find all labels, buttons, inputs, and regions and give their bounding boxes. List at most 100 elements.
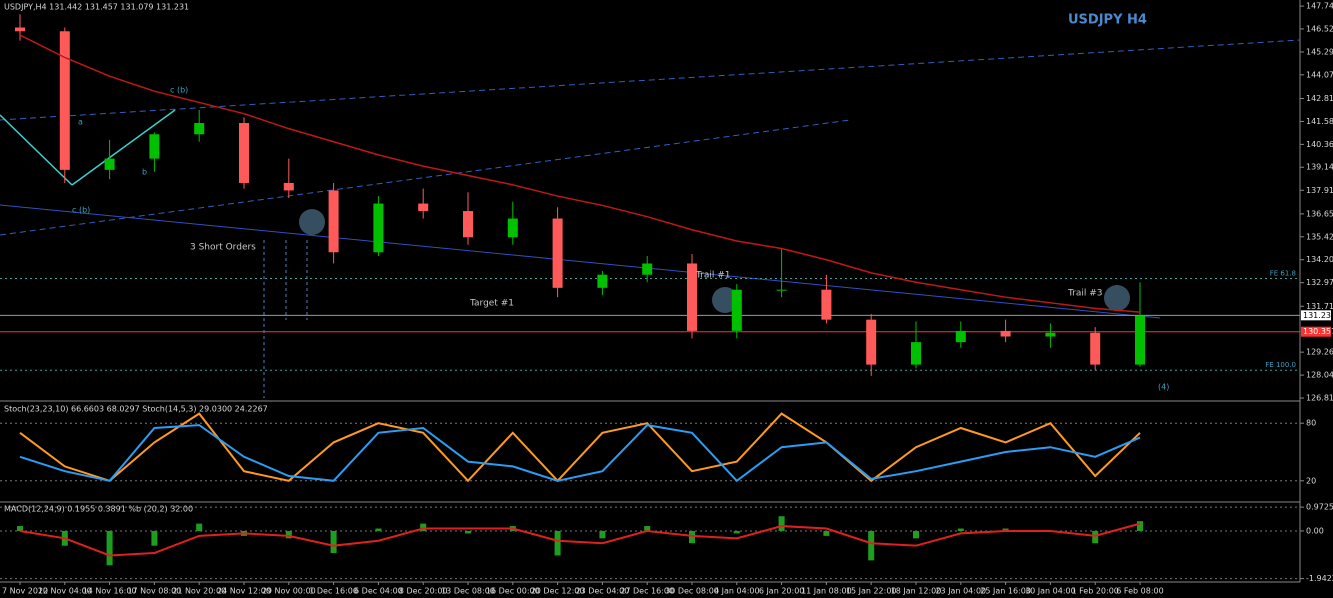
candle-body <box>731 289 742 331</box>
candle-body <box>955 330 966 343</box>
x-tick-label: 24 Nov 12:00 <box>217 587 271 596</box>
wave-line <box>71 109 176 186</box>
y-tick-label: -1.9422 <box>1306 574 1333 583</box>
series-line <box>19 412 1141 483</box>
series-line <box>19 34 1141 313</box>
histogram-bar <box>644 526 651 531</box>
price-label-box <box>1301 310 1331 321</box>
x-tick-label: 21 Nov 20:00 <box>172 587 226 596</box>
order-marker <box>712 287 738 313</box>
candle-body <box>194 123 205 135</box>
histogram-bar <box>868 530 875 561</box>
histogram-bar <box>1137 521 1143 531</box>
x-tick-label: 14 Nov 16:00 <box>83 587 137 596</box>
wave-line <box>0 114 73 186</box>
fe-label: FE 61.8 <box>1270 269 1296 277</box>
y-tick-label: 126.815 <box>1306 394 1333 403</box>
x-tick-label: 1 Feb 20:00 <box>1071 587 1118 596</box>
annotation: 3 Short Orders <box>190 243 256 253</box>
histogram-bar <box>151 530 158 546</box>
y-tick-label: 134.200 <box>1306 255 1333 264</box>
y-tick-label: 128.040 <box>1306 371 1333 380</box>
x-tick-label: 11 Jan 08:00 <box>801 587 852 596</box>
y-tick-label: 20 <box>1306 476 1316 485</box>
y-tick-label: 136.650 <box>1306 209 1333 218</box>
candle-body <box>463 211 473 238</box>
histogram-bar <box>375 528 382 531</box>
y-tick-label: 135.425 <box>1306 232 1333 241</box>
series-line <box>19 424 1141 483</box>
candle-body <box>1045 332 1056 337</box>
x-tick-label: 4 Jan 04:00 <box>714 587 760 596</box>
histogram-bar <box>913 530 919 539</box>
histogram-bar <box>106 530 113 566</box>
candle-body <box>104 158 115 170</box>
x-tick-label: 8 Dec 20:00 <box>399 587 448 596</box>
candle-body <box>418 203 429 212</box>
candle-body <box>597 274 608 288</box>
x-tick-label: 15 Jan 22:00 <box>846 587 897 596</box>
y-tick-label: 139.140 <box>1306 163 1333 172</box>
y-tick-label: 142.810 <box>1306 94 1333 103</box>
trend-line <box>0 39 1301 121</box>
fe-label: FE 100.0 <box>1265 361 1296 369</box>
panel-title: MACD(12,24,9) 0.1955 0.3891 %b (20,2) 32… <box>4 505 193 514</box>
x-tick-label: 30 Dec 08:00 <box>665 587 719 596</box>
histogram-bar <box>554 530 561 556</box>
candle-body <box>239 123 249 183</box>
candle-body <box>552 218 563 288</box>
y-tick-label: 140.360 <box>1306 140 1333 149</box>
x-tick-label: 17 Nov 08:00 <box>127 587 181 596</box>
histogram-bar <box>465 530 471 534</box>
y-tick-label: 129.265 <box>1306 348 1333 357</box>
trend-line <box>0 119 851 236</box>
candle-body <box>283 182 294 191</box>
x-tick-label: 6 Jan 20:00 <box>759 587 805 596</box>
candle-body <box>1090 332 1101 365</box>
candle-body <box>687 263 697 331</box>
x-tick-label: 23 Dec 04:00 <box>575 587 629 596</box>
y-tick-label: 147.745 <box>1306 2 1333 11</box>
histogram-bar <box>599 530 606 539</box>
x-tick-label: 13 Dec 08:00 <box>441 587 495 596</box>
histogram-bar <box>285 530 292 539</box>
histogram-bar <box>733 530 740 534</box>
x-tick-label: 1 Dec 16:00 <box>309 587 358 596</box>
x-tick-label: 6 Feb 08:00 <box>1116 587 1163 596</box>
histogram-bar <box>1092 530 1099 544</box>
y-tick-label: 80 <box>1306 419 1316 428</box>
price-label: 130.357 <box>1303 327 1333 336</box>
candle-body <box>1000 330 1011 337</box>
histogram-bar <box>330 530 337 554</box>
annotation: a <box>78 118 83 127</box>
candle-body <box>776 289 787 291</box>
y-tick-label: 146.525 <box>1306 24 1333 33</box>
histogram-bar <box>1002 528 1009 531</box>
x-tick-label: 10 Nov 04:00 <box>38 587 92 596</box>
candle-body <box>821 289 832 320</box>
y-tick-label: 0.00 <box>1306 526 1324 535</box>
trend-line <box>0 204 1161 319</box>
x-tick-label: 6 Dec 04:00 <box>354 587 403 596</box>
y-tick-label: 141.585 <box>1306 117 1333 126</box>
order-marker <box>1104 285 1130 311</box>
x-tick-label: 7 Nov 2022 <box>2 587 48 596</box>
histogram-bar <box>778 516 785 531</box>
x-tick-label: 27 Dec 16:00 <box>620 587 674 596</box>
y-tick-label: 132.975 <box>1306 278 1333 287</box>
histogram-bar <box>196 523 203 531</box>
candle-body <box>642 263 653 275</box>
chart-title: USDJPY H4 <box>1068 13 1147 28</box>
annotation: Trail #3 <box>1067 289 1103 299</box>
order-marker <box>299 209 325 235</box>
histogram-bar <box>823 530 830 536</box>
panel-title: Stoch(23,23,10) 66.6603 68.0297 Stoch(14… <box>4 405 268 414</box>
histogram-bar <box>957 528 964 531</box>
histogram-bar <box>689 530 695 544</box>
candle-body <box>866 319 877 365</box>
symbol-header: USDJPY,H4 131.442 131.457 131.079 131.23… <box>4 3 189 12</box>
annotation: (4) <box>1158 383 1169 392</box>
annotation: Target #1 <box>469 299 514 309</box>
